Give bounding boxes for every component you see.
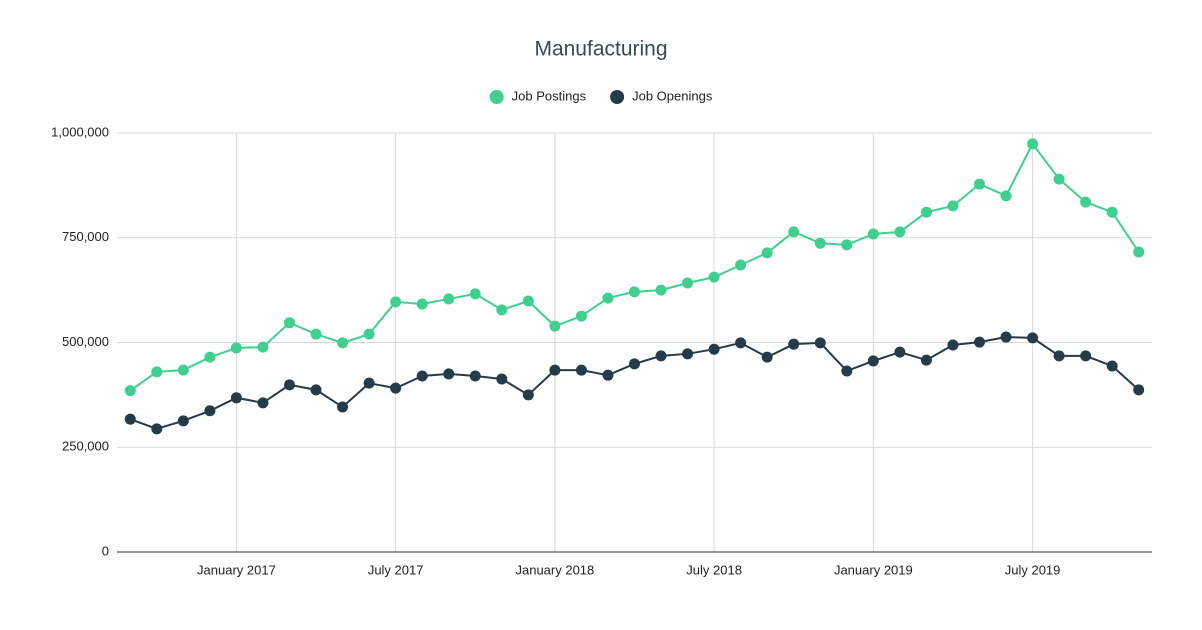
y-tick-label: 0 [102, 543, 109, 558]
data-point [230, 342, 242, 354]
data-point [735, 337, 747, 349]
data-point [655, 350, 667, 362]
data-point [867, 355, 879, 367]
data-point [1133, 384, 1145, 396]
data-point [549, 320, 561, 332]
data-point [1027, 332, 1039, 344]
data-point [522, 295, 534, 307]
x-tick-label: July 2017 [368, 562, 424, 577]
legend-label: Job Postings [512, 88, 587, 103]
data-point [284, 317, 295, 329]
data-point [947, 339, 959, 351]
x-tick-label: July 2018 [686, 562, 742, 577]
y-tick-label: 1,000,000 [51, 124, 109, 139]
data-point [416, 370, 428, 382]
data-point [602, 369, 614, 381]
data-point [257, 397, 269, 409]
data-point [177, 415, 189, 427]
data-point [735, 259, 747, 271]
data-point [416, 298, 428, 310]
data-point [814, 337, 826, 349]
data-point [124, 385, 136, 397]
data-point [708, 271, 720, 283]
data-point [629, 358, 640, 370]
data-point [124, 413, 136, 425]
data-point [1000, 190, 1012, 202]
data-point [814, 237, 826, 249]
data-point [1106, 206, 1118, 218]
data-point [496, 373, 508, 385]
data-point [496, 304, 508, 316]
data-point [1080, 196, 1092, 208]
data-point [469, 370, 481, 382]
data-point [443, 368, 455, 380]
data-point [920, 206, 932, 218]
data-point [363, 377, 375, 389]
data-point [204, 405, 216, 417]
data-point [177, 364, 189, 376]
data-point [575, 310, 587, 322]
data-point [310, 328, 322, 340]
data-point [390, 382, 402, 394]
series-line [129, 336, 1140, 430]
data-point [1053, 173, 1065, 185]
data-point [151, 423, 163, 435]
data-point [337, 401, 349, 413]
data-point [682, 348, 694, 360]
data-point [337, 337, 349, 349]
data-point [575, 364, 587, 376]
data-point [257, 341, 269, 353]
data-point [310, 384, 322, 396]
data-point [1027, 138, 1039, 150]
data-point [1080, 350, 1092, 362]
series-line [129, 142, 1140, 392]
data-point [920, 354, 932, 366]
data-point [894, 226, 906, 238]
data-point [894, 346, 906, 358]
data-point [1106, 360, 1118, 372]
data-point [1053, 350, 1065, 362]
x-tick-label: July 2019 [1005, 562, 1061, 577]
data-point [788, 226, 800, 238]
data-point [230, 392, 242, 404]
data-point [841, 239, 853, 251]
data-point [867, 228, 879, 240]
x-tick-label: January 2017 [197, 562, 276, 577]
y-tick-label: 750,000 [62, 229, 109, 244]
data-point [761, 351, 773, 363]
data-point [522, 389, 534, 401]
legend-marker [489, 90, 504, 104]
data-point [469, 288, 481, 300]
data-point [284, 379, 295, 391]
data-point [549, 364, 561, 376]
legend-marker [610, 90, 625, 104]
x-tick-label: January 2018 [515, 562, 594, 577]
data-point [151, 366, 163, 378]
x-tick-label: January 2019 [834, 562, 913, 577]
data-point [761, 247, 773, 259]
data-point [974, 336, 985, 348]
data-point [788, 338, 800, 350]
data-point [947, 200, 959, 212]
data-point [443, 293, 455, 305]
data-point [708, 343, 720, 355]
y-tick-label: 500,000 [62, 334, 109, 349]
data-point [841, 365, 853, 377]
data-point [204, 351, 216, 363]
data-point [629, 286, 640, 298]
data-point [655, 284, 667, 296]
data-point [390, 296, 402, 308]
data-point [602, 292, 614, 304]
data-point [1133, 246, 1145, 258]
chart-title: Manufacturing [534, 38, 667, 61]
y-tick-label: 250,000 [62, 439, 109, 454]
data-point [974, 178, 985, 190]
legend-label: Job Openings [632, 88, 713, 103]
data-point [682, 277, 694, 289]
data-point [363, 328, 375, 340]
data-point [1000, 331, 1012, 343]
